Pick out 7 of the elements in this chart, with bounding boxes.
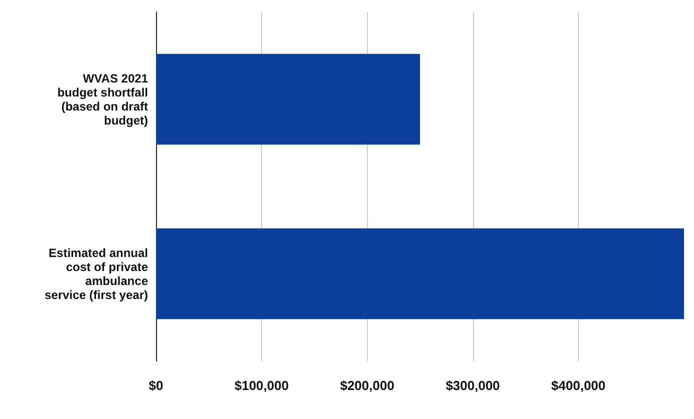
x-tick-label: $200,000 [340,378,394,393]
x-tick-label: $0 [148,378,164,393]
x-tick-label: $400,000 [551,378,606,393]
y-tick-label: WVAS 2021 budget shortfall (based on draft budget) [57,71,148,128]
x-tick-label: $300,000 [446,378,500,393]
x-tick-label: $100,000 [234,378,289,393]
y-tick-label: Estimated annual cost of private ambulance service (first year) [44,246,148,302]
